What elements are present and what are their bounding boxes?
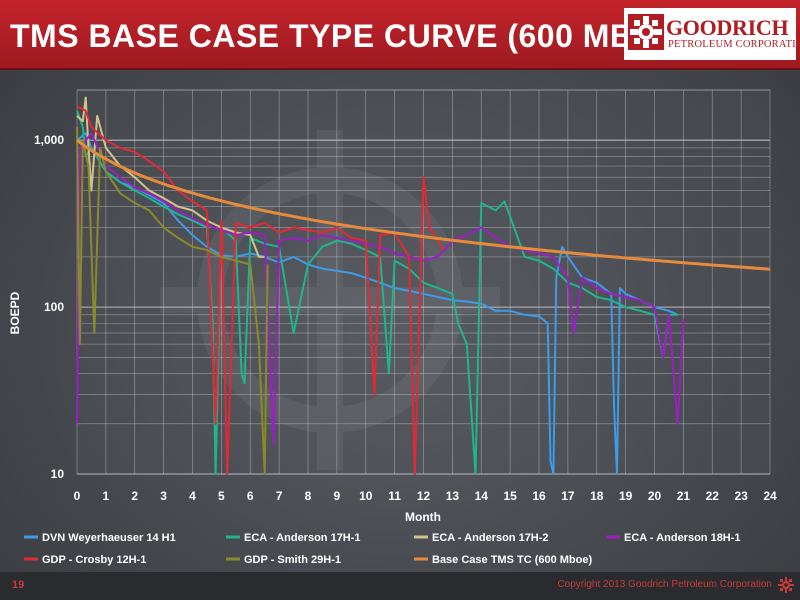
goodrich-gear-small-icon [778, 577, 794, 593]
x-tick-label: 4 [189, 489, 196, 503]
series-line [76, 126, 269, 475]
x-tick-label: 19 [619, 489, 633, 503]
x-tick-label: 22 [706, 489, 720, 503]
y-tick-label: 10 [51, 467, 65, 481]
series-line [76, 110, 678, 475]
x-tick-label: 18 [590, 489, 604, 503]
y-axis-label: BOEPD [8, 291, 22, 334]
x-tick-label: 7 [276, 489, 283, 503]
legend-entry: GDP - Smith 29H-1 [244, 554, 341, 566]
company-logo: GOODRICH PETROLEUM CORPORATION [624, 8, 800, 60]
x-tick-label: 15 [503, 489, 517, 503]
legend-entry: ECA - Anderson 17H-2 [432, 532, 549, 544]
legend-entry: DVN Weyerhaeuser 14 H1 [42, 532, 176, 544]
legend-entry: Base Case TMS TC (600 Mboe) [432, 554, 592, 566]
x-tick-label: 3 [160, 489, 167, 503]
x-tick-label: 20 [648, 489, 662, 503]
x-axis-label: Month [405, 510, 441, 524]
series-line [76, 132, 679, 475]
slide-title: TMS BASE CASE TYPE CURVE (600 MBOE) [10, 18, 692, 54]
x-tick-label: 10 [359, 489, 373, 503]
legend-entry: GDP - Crosby 12H-1 [42, 554, 146, 566]
x-tick-label: 11 [388, 489, 401, 503]
x-tick-label: 13 [446, 489, 460, 503]
x-tick-label: 1 [103, 489, 110, 503]
x-tick-label: 16 [532, 489, 546, 503]
x-tick-label: 5 [218, 489, 225, 503]
logo-company-name: GOODRICH [666, 15, 789, 40]
x-tick-label: 9 [334, 489, 341, 503]
series-line [76, 139, 771, 271]
x-tick-label: 12 [417, 489, 431, 503]
x-tick-label: 8 [305, 489, 312, 503]
footer-bar: 19 Copyright 2013 Goodrich Petroleum Cor… [0, 572, 800, 600]
y-tick-label: 1,000 [34, 133, 64, 147]
x-tick-label: 2 [131, 489, 138, 503]
legend-entry: ECA - Anderson 17H-1 [244, 532, 361, 544]
series-line [76, 132, 685, 446]
copyright-text: Copyright 2013 Goodrich Petroleum Corpor… [557, 579, 772, 590]
x-tick-label: 17 [561, 489, 575, 503]
y-tick-label: 100 [44, 300, 64, 314]
production-chart: 0 1 2 3 4 5 6 7 8 9 10 11 12 13 14 15 16 17 18 19 20 21 22 23 24… [8, 89, 777, 566]
goodrich-gear-logo-icon [628, 14, 664, 50]
x-tick-label: 14 [475, 489, 489, 503]
slide-number: 19 [12, 579, 25, 591]
legend-entry: ECA - Anderson 18H-1 [624, 532, 741, 544]
logo-company-subtitle: PETROLEUM CORPORATION [668, 39, 800, 50]
series-line [76, 105, 445, 475]
title-bar: TMS BASE CASE TYPE CURVE (600 MBOE) GOOD… [0, 0, 800, 70]
x-tick-label: 0 [74, 489, 81, 503]
x-tick-label: 21 [677, 489, 691, 503]
x-tick-label: 6 [247, 489, 254, 503]
x-tick-label: 24 [763, 489, 777, 503]
x-tick-label: 23 [734, 489, 748, 503]
